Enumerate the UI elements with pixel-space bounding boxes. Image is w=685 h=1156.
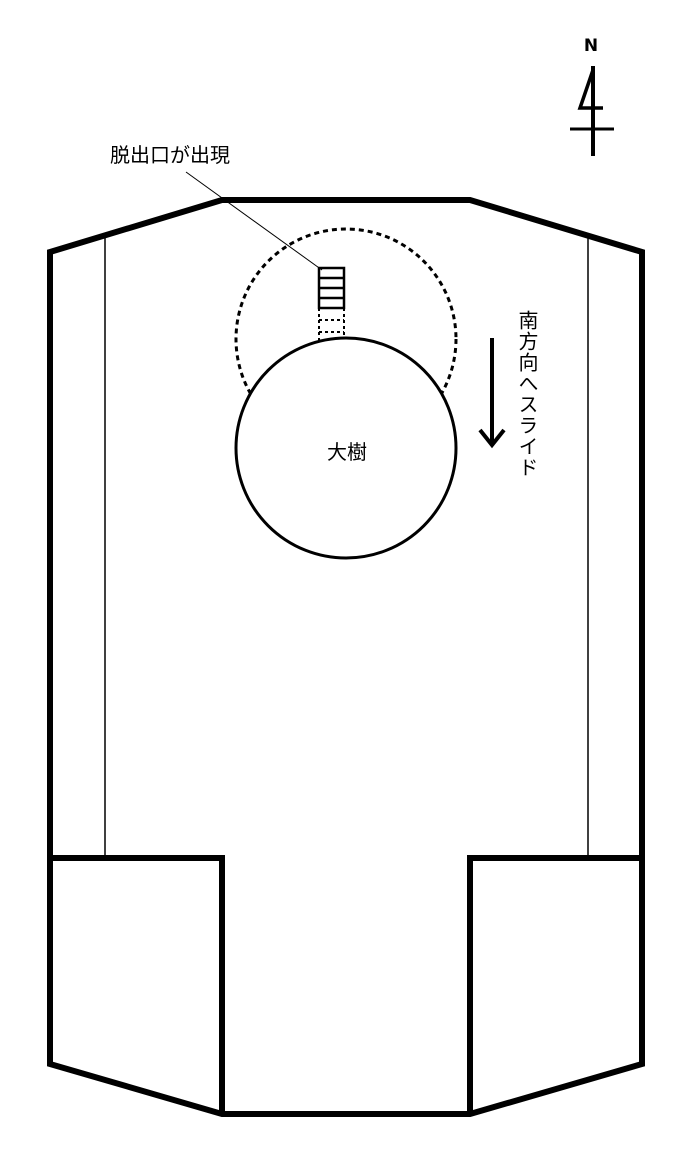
- exit-leader-line: [185, 171, 323, 271]
- tree-label: 大樹: [327, 440, 367, 464]
- exit-ladder: [317, 266, 346, 310]
- south-arrow-icon: [478, 338, 506, 449]
- slide-label: 南方向へスライド: [515, 310, 539, 478]
- north-arrow-icon: [570, 66, 614, 156]
- southeast-block: [467, 855, 642, 1114]
- big-tree: [234, 336, 458, 560]
- exit-ladder-hidden: [318, 308, 345, 345]
- exit-label: 脱出口が出現: [110, 143, 230, 167]
- southwest-block: [50, 855, 225, 1114]
- north-label: N: [584, 36, 598, 56]
